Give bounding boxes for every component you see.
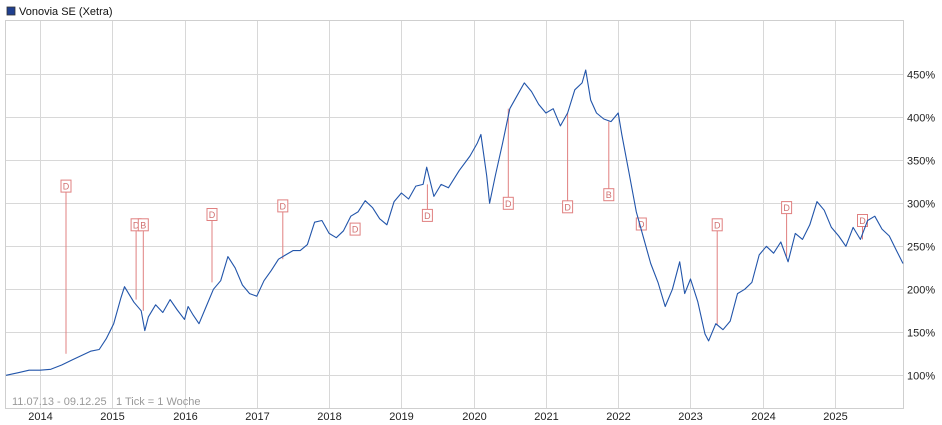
footer-tick-interval: 1 Tick = 1 Woche xyxy=(116,396,200,408)
event-label: D xyxy=(505,199,512,209)
event-label: D xyxy=(783,203,790,213)
event-label: D xyxy=(859,216,866,226)
plot-border xyxy=(5,20,904,409)
x-tick-label: 2025 xyxy=(823,411,847,423)
y-tick-label: 300% xyxy=(907,199,935,211)
event-box xyxy=(206,208,218,221)
event-marker: D xyxy=(711,218,723,326)
x-tick-label: 2015 xyxy=(100,411,124,423)
event-label: D xyxy=(133,220,140,230)
event-marker: D xyxy=(502,108,514,210)
event-box xyxy=(502,196,514,210)
x-tick-label: 2024 xyxy=(751,411,775,423)
y-tick-label: 250% xyxy=(907,242,935,254)
y-tick-label: 350% xyxy=(907,156,935,168)
y-tick-label: 400% xyxy=(907,113,935,125)
event-marker: D xyxy=(781,201,793,257)
y-tick-label: 100% xyxy=(907,371,935,383)
event-label: D xyxy=(714,220,721,230)
y-axis-labels: 100% 150% 200% 250% 300% 350% 400% 450% xyxy=(907,70,935,383)
price-series-line xyxy=(5,69,904,376)
event-box xyxy=(562,200,574,214)
footer-date-range: 11.07.13 - 09.12.25 xyxy=(12,396,107,408)
event-marker: B xyxy=(137,218,149,311)
event-marker: D xyxy=(349,222,361,236)
x-tick-label: 2021 xyxy=(534,411,558,423)
event-marker: D xyxy=(562,113,574,214)
event-marker: D xyxy=(277,199,289,260)
event-label: D xyxy=(352,225,359,235)
event-box xyxy=(711,218,723,232)
event-box xyxy=(781,201,793,215)
event-label: D xyxy=(63,182,70,192)
event-marker: D xyxy=(60,179,72,354)
x-tick-label: 2020 xyxy=(462,411,486,423)
event-label: B xyxy=(140,220,146,230)
event-label: D xyxy=(564,202,571,212)
x-axis-labels: 2014 2015 2016 2017 2018 2019 2020 2021 2022 2023… xyxy=(28,411,847,423)
legend: Vonovia SE (Xetra) xyxy=(6,6,113,18)
event-marker: D xyxy=(421,184,433,222)
x-tick-label: 2019 xyxy=(389,411,413,423)
legend-swatch xyxy=(6,6,16,16)
y-tick-label: 200% xyxy=(907,285,935,297)
y-tick-label: 450% xyxy=(907,70,935,82)
x-tick-label: 2017 xyxy=(245,411,269,423)
x-tick-label: 2014 xyxy=(28,411,52,423)
chart-title: Vonovia SE (Xetra) xyxy=(19,6,113,18)
event-marker: D xyxy=(206,208,218,283)
y-tick-label: 150% xyxy=(907,328,935,340)
x-tick-label: 2016 xyxy=(173,411,197,423)
event-box xyxy=(60,179,72,193)
event-label: B xyxy=(606,190,612,200)
grid-lines xyxy=(6,21,903,408)
event-label: D xyxy=(424,211,431,221)
event-label: D xyxy=(638,220,645,230)
event-box xyxy=(137,218,149,232)
x-tick-label: 2023 xyxy=(678,411,702,423)
footer: 11.07.13 - 09.12.25 1 Tick = 1 Woche xyxy=(12,396,200,408)
event-marker: B xyxy=(603,121,615,202)
event-box xyxy=(277,199,289,213)
x-tick-label: 2022 xyxy=(606,411,630,423)
event-box xyxy=(421,208,433,222)
event-label: D xyxy=(209,210,216,220)
event-box xyxy=(603,188,615,202)
event-box xyxy=(349,222,361,236)
event-label: D xyxy=(280,201,287,211)
x-tick-label: 2018 xyxy=(317,411,341,423)
